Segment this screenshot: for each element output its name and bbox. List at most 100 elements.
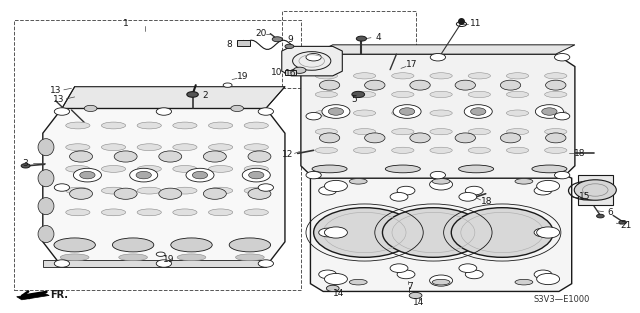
Polygon shape [310,172,572,291]
Ellipse shape [515,279,533,285]
Circle shape [258,260,273,267]
Ellipse shape [468,129,490,135]
Ellipse shape [244,187,268,194]
Ellipse shape [173,166,197,172]
Circle shape [536,105,563,118]
Circle shape [324,274,348,285]
Ellipse shape [173,209,197,216]
Text: 10: 10 [271,68,282,77]
Ellipse shape [506,91,529,98]
Text: 18: 18 [481,197,493,206]
Circle shape [186,168,214,182]
Ellipse shape [244,209,268,216]
Ellipse shape [506,110,529,116]
Circle shape [410,133,430,143]
Ellipse shape [101,187,125,194]
Ellipse shape [430,91,452,98]
Ellipse shape [430,110,452,116]
Circle shape [156,252,165,256]
Ellipse shape [385,165,420,173]
Circle shape [319,133,340,143]
Ellipse shape [432,178,450,184]
Ellipse shape [353,73,376,79]
Text: 17: 17 [406,60,417,69]
Circle shape [459,264,477,273]
Ellipse shape [101,144,125,151]
Ellipse shape [236,254,264,261]
Circle shape [383,208,484,257]
Polygon shape [578,175,613,205]
Polygon shape [314,45,575,54]
Circle shape [285,44,294,49]
Ellipse shape [137,144,161,151]
Ellipse shape [316,91,337,98]
Ellipse shape [137,122,161,129]
Ellipse shape [349,178,367,184]
Circle shape [545,133,566,143]
Circle shape [84,105,97,111]
Ellipse shape [506,129,529,135]
Circle shape [390,192,408,201]
Polygon shape [43,260,266,267]
Circle shape [537,180,559,192]
Circle shape [114,188,137,199]
Text: 14: 14 [333,289,344,298]
Circle shape [399,108,415,115]
Text: 21: 21 [620,221,632,230]
Circle shape [319,270,337,279]
Text: 6: 6 [608,208,614,218]
Circle shape [74,168,101,182]
Text: 15: 15 [579,192,591,201]
Ellipse shape [468,73,490,79]
Circle shape [541,108,557,115]
Ellipse shape [173,144,197,151]
Circle shape [534,186,552,195]
Ellipse shape [66,166,90,172]
Ellipse shape [392,147,414,153]
Ellipse shape [66,209,90,216]
Circle shape [326,285,339,291]
Circle shape [545,80,566,90]
Ellipse shape [506,147,529,153]
Circle shape [356,36,367,41]
Circle shape [258,108,273,115]
Circle shape [223,83,232,87]
Circle shape [328,108,344,115]
Ellipse shape [38,226,54,243]
Text: 9: 9 [287,35,293,44]
Circle shape [393,105,421,118]
Ellipse shape [54,238,95,252]
Circle shape [204,188,227,199]
Text: S3V3—E1000: S3V3—E1000 [534,295,590,304]
Circle shape [187,92,198,97]
Circle shape [243,168,270,182]
Circle shape [319,228,337,237]
Text: 5: 5 [351,95,356,104]
Text: 19: 19 [163,255,174,264]
Ellipse shape [177,254,206,261]
Ellipse shape [38,198,54,215]
Ellipse shape [229,238,271,252]
Ellipse shape [316,147,337,153]
Circle shape [537,274,559,285]
Circle shape [365,80,385,90]
Circle shape [231,105,244,111]
Circle shape [537,227,559,238]
Circle shape [455,133,476,143]
Circle shape [293,67,306,73]
Ellipse shape [545,147,567,153]
Ellipse shape [312,165,347,173]
Ellipse shape [468,91,490,98]
Circle shape [554,172,570,179]
Text: 8: 8 [227,40,232,49]
Ellipse shape [209,166,233,172]
Circle shape [500,80,521,90]
Ellipse shape [392,91,414,98]
Circle shape [159,188,182,199]
Text: 2: 2 [202,91,208,100]
Circle shape [324,180,348,192]
Circle shape [314,208,415,257]
Circle shape [114,151,137,162]
Ellipse shape [316,129,337,135]
Ellipse shape [353,129,376,135]
